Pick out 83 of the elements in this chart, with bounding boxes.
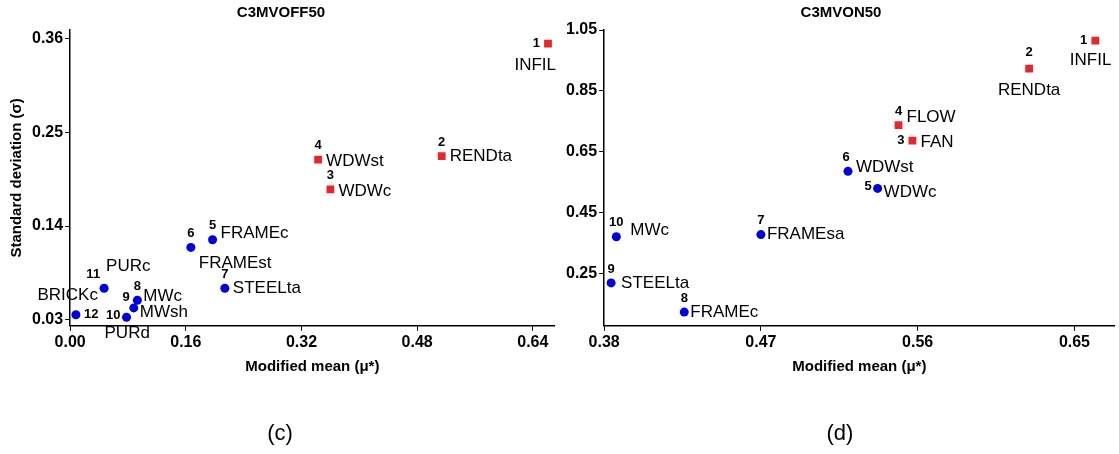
annotation: 1 (532, 35, 540, 51)
annotation: 6 (842, 148, 850, 164)
annotation: 9 (122, 289, 130, 305)
point (873, 183, 883, 193)
annotation: 3 (897, 132, 905, 148)
annotation: FRAMEc (220, 223, 290, 243)
annotation: WDWc (883, 182, 937, 202)
annotation: 10 (609, 214, 624, 230)
y-tick-label: 0.25 (566, 263, 598, 281)
annotation: STEELta (232, 277, 302, 297)
annotation: WDWc (338, 181, 392, 201)
point (908, 136, 917, 145)
annotation: 10 (106, 306, 121, 322)
point (99, 283, 109, 293)
point (437, 152, 446, 161)
annotation: 9 (607, 260, 615, 276)
point (1025, 64, 1034, 73)
x-tick-label: 0.47 (745, 332, 777, 350)
annotation: INFIL (514, 55, 556, 75)
point (611, 232, 621, 242)
point (843, 166, 853, 176)
point (122, 312, 132, 322)
annotation: 7 (757, 212, 765, 228)
annotation: MWc (630, 220, 670, 240)
annotation: 11 (86, 265, 101, 281)
y-axis-title: Standard deviation (σ) (7, 98, 25, 258)
x-tick-label: 0.64 (517, 332, 549, 350)
y-tick-label: 0.36 (32, 28, 64, 46)
y-tick-label: 0.25 (32, 122, 64, 140)
annotation: 8 (680, 289, 688, 305)
annotation: 5 (864, 177, 872, 193)
annotation: 4 (894, 102, 903, 118)
y-tick-label: 0.45 (566, 202, 598, 220)
annotation: WDWst (856, 157, 914, 177)
annotation: RENDta (997, 80, 1061, 100)
y-tick-label: 1.05 (566, 20, 598, 38)
chart-title: C3MVOFF50 (236, 3, 326, 21)
annotation: RENDta (449, 145, 513, 165)
x-tick-label: 0.32 (285, 332, 318, 350)
x-tick-label: 0.38 (588, 332, 620, 350)
point (894, 121, 903, 130)
annotation: INFIL (1069, 50, 1112, 70)
annotation: PURd (104, 322, 150, 342)
x-tick-label: 0.56 (902, 332, 934, 350)
annotation: PURc (106, 255, 152, 275)
annotation: 6 (187, 224, 195, 240)
annotation: FLOW (906, 106, 956, 126)
x-tick-label: 0.00 (54, 332, 86, 350)
point (132, 295, 142, 305)
annotation: FRAMEsa (766, 224, 845, 244)
point (208, 235, 218, 245)
x-axis-title: Modified mean (μ*) (245, 357, 380, 375)
text: (d) (825, 420, 855, 446)
point (544, 39, 552, 48)
text: (c) (266, 420, 294, 446)
annotation: 4 (314, 137, 323, 153)
annotation: STEELta (621, 272, 690, 292)
x-axis-title: Modified mean (μ*) (792, 357, 927, 375)
point (186, 242, 196, 252)
annotation: 5 (208, 217, 217, 233)
point (1091, 36, 1100, 45)
x-tick-label: 0.48 (401, 332, 433, 350)
annotation: 2 (1025, 44, 1033, 60)
x-tick-label: 0.16 (170, 332, 202, 350)
point (220, 283, 230, 293)
point (756, 230, 766, 240)
annotation: 1 (1080, 32, 1088, 48)
chart-title: C3MVON50 (800, 3, 882, 21)
annotation: 8 (133, 277, 141, 293)
annotation: 12 (83, 306, 99, 322)
point (606, 278, 616, 288)
y-tick-label: 0.14 (32, 216, 64, 234)
y-tick-label: 0.65 (566, 142, 598, 160)
annotation: FAN (920, 132, 954, 152)
point (679, 307, 689, 317)
point (129, 303, 139, 313)
y-tick-label: 0.03 (32, 310, 64, 328)
x-tick-label: 0.65 (1058, 332, 1091, 350)
point (71, 310, 81, 320)
annotation: FRAMEc (690, 301, 759, 321)
annotation: 2 (438, 133, 446, 149)
point (314, 155, 322, 164)
y-tick-label: 0.85 (566, 81, 598, 99)
